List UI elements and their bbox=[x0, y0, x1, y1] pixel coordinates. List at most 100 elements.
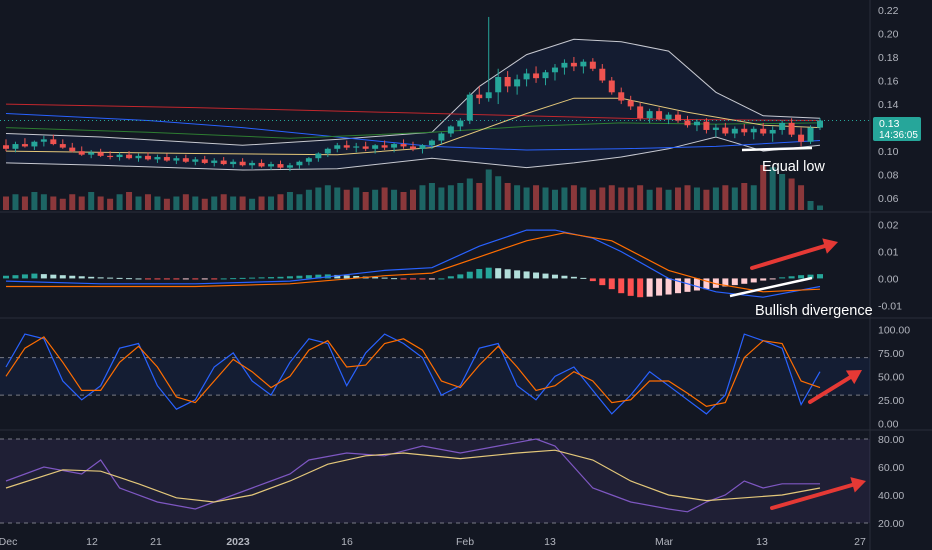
candle-body[interactable] bbox=[466, 94, 473, 121]
candle-body[interactable] bbox=[495, 76, 502, 93]
candle-body[interactable] bbox=[12, 144, 19, 149]
candle-body[interactable] bbox=[40, 139, 47, 142]
candle-body[interactable] bbox=[69, 147, 76, 152]
candle-body[interactable] bbox=[78, 151, 85, 155]
candle-body[interactable] bbox=[372, 145, 379, 149]
candle-body[interactable] bbox=[533, 73, 540, 79]
candle-body[interactable] bbox=[50, 139, 57, 145]
candle-body[interactable] bbox=[675, 114, 682, 121]
candle-body[interactable] bbox=[580, 61, 587, 67]
candle-body[interactable] bbox=[362, 146, 369, 149]
candle-body[interactable] bbox=[504, 76, 511, 87]
rsi-axis-tick[interactable]: 80.00 bbox=[878, 434, 904, 446]
candle-body[interactable] bbox=[3, 145, 9, 149]
x-axis-tick[interactable]: Mar bbox=[655, 536, 674, 548]
candle-body[interactable] bbox=[769, 129, 776, 134]
candle-body[interactable] bbox=[268, 164, 275, 167]
macd-axis-tick[interactable]: -0.01 bbox=[878, 300, 902, 312]
candle-body[interactable] bbox=[693, 121, 700, 126]
candle-body[interactable] bbox=[428, 140, 435, 146]
rsi-panel[interactable] bbox=[0, 438, 870, 524]
candle-body[interactable] bbox=[116, 154, 123, 158]
candle-body[interactable] bbox=[457, 120, 464, 127]
candle-body[interactable] bbox=[315, 153, 322, 159]
candle-body[interactable] bbox=[135, 155, 142, 159]
stoch-axis-tick[interactable]: 50.00 bbox=[878, 371, 904, 383]
candle-body[interactable] bbox=[627, 100, 634, 107]
candle-body[interactable] bbox=[230, 161, 237, 165]
price-panel[interactable] bbox=[0, 16, 870, 210]
price-axis-tick[interactable]: 0.06 bbox=[878, 193, 899, 205]
candle-body[interactable] bbox=[400, 144, 407, 147]
candle-body[interactable] bbox=[220, 160, 227, 165]
candle-body[interactable] bbox=[334, 145, 341, 149]
candle-body[interactable] bbox=[514, 79, 521, 87]
candle-body[interactable] bbox=[239, 161, 246, 166]
candle-body[interactable] bbox=[561, 62, 568, 68]
candle-body[interactable] bbox=[59, 144, 66, 148]
candle-body[interactable] bbox=[438, 133, 445, 141]
candle-body[interactable] bbox=[305, 158, 312, 162]
candle-body[interactable] bbox=[296, 161, 303, 166]
candle-body[interactable] bbox=[551, 67, 558, 73]
candle-body[interactable] bbox=[608, 80, 615, 93]
candle-body[interactable] bbox=[476, 94, 483, 99]
candle-body[interactable] bbox=[88, 152, 95, 155]
candle-body[interactable] bbox=[599, 68, 606, 81]
candle-body[interactable] bbox=[684, 120, 691, 126]
candle-body[interactable] bbox=[97, 152, 104, 156]
macd-axis-tick[interactable]: 0.01 bbox=[878, 247, 899, 259]
candle-body[interactable] bbox=[447, 126, 454, 134]
candle-body[interactable] bbox=[712, 127, 719, 130]
candle-body[interactable] bbox=[419, 145, 426, 149]
candle-body[interactable] bbox=[779, 122, 786, 130]
candle-body[interactable] bbox=[258, 162, 265, 167]
x-axis-tick[interactable]: 21 bbox=[150, 536, 162, 548]
candle-body[interactable] bbox=[391, 144, 398, 148]
candle-body[interactable] bbox=[731, 128, 738, 134]
x-axis-tick[interactable]: 2023 bbox=[226, 536, 250, 548]
candle-body[interactable] bbox=[637, 106, 644, 119]
candle-body[interactable] bbox=[192, 159, 199, 162]
x-axis-tick[interactable]: Feb bbox=[456, 536, 474, 548]
rsi-axis-tick[interactable]: 40.00 bbox=[878, 490, 904, 502]
candle-body[interactable] bbox=[798, 134, 805, 142]
candle-body[interactable] bbox=[703, 121, 710, 130]
x-axis-tick[interactable]: 12 bbox=[86, 536, 98, 548]
price-axis-tick[interactable]: 0.08 bbox=[878, 170, 899, 182]
candle-body[interactable] bbox=[201, 159, 208, 163]
candle-body[interactable] bbox=[381, 145, 388, 148]
stoch-axis-tick[interactable]: 75.00 bbox=[878, 348, 904, 360]
price-axis-tick[interactable]: 0.10 bbox=[878, 146, 899, 158]
candle-body[interactable] bbox=[154, 157, 161, 160]
x-axis[interactable]: Dec 12 21 2023 16 Feb 13 Mar 13 27 bbox=[0, 536, 866, 548]
candle-body[interactable] bbox=[107, 155, 114, 158]
candle-body[interactable] bbox=[485, 92, 492, 99]
candle-body[interactable] bbox=[31, 141, 38, 147]
candle-body[interactable] bbox=[665, 114, 672, 120]
macd-panel[interactable] bbox=[3, 229, 823, 298]
candle-body[interactable] bbox=[163, 157, 170, 161]
candle-body[interactable] bbox=[570, 62, 577, 67]
candle-body[interactable] bbox=[277, 164, 284, 168]
candle-body[interactable] bbox=[542, 72, 549, 79]
macd-axis-tick[interactable]: 0.02 bbox=[878, 220, 899, 232]
candle-body[interactable] bbox=[286, 165, 293, 168]
x-axis-tick[interactable]: 13 bbox=[756, 536, 768, 548]
candle-body[interactable] bbox=[343, 145, 350, 148]
candle-body[interactable] bbox=[182, 158, 189, 162]
candle-body[interactable] bbox=[618, 92, 625, 101]
price-axis-tick[interactable]: 0.14 bbox=[878, 99, 899, 111]
rsi-axis-tick[interactable]: 60.00 bbox=[878, 462, 904, 474]
candle-body[interactable] bbox=[722, 127, 729, 134]
stochastic-panel[interactable] bbox=[0, 333, 870, 415]
x-axis-tick[interactable]: 16 bbox=[341, 536, 353, 548]
price-axis-tick[interactable]: 0.18 bbox=[878, 52, 899, 64]
stoch-axis-tick[interactable]: 25.00 bbox=[878, 395, 904, 407]
candle-body[interactable] bbox=[324, 148, 331, 154]
candle-body[interactable] bbox=[173, 158, 180, 161]
stoch-axis-tick[interactable]: 0.00 bbox=[878, 418, 899, 430]
candle-body[interactable] bbox=[353, 146, 360, 148]
candle-body[interactable] bbox=[817, 120, 823, 128]
candle-body[interactable] bbox=[589, 61, 596, 69]
